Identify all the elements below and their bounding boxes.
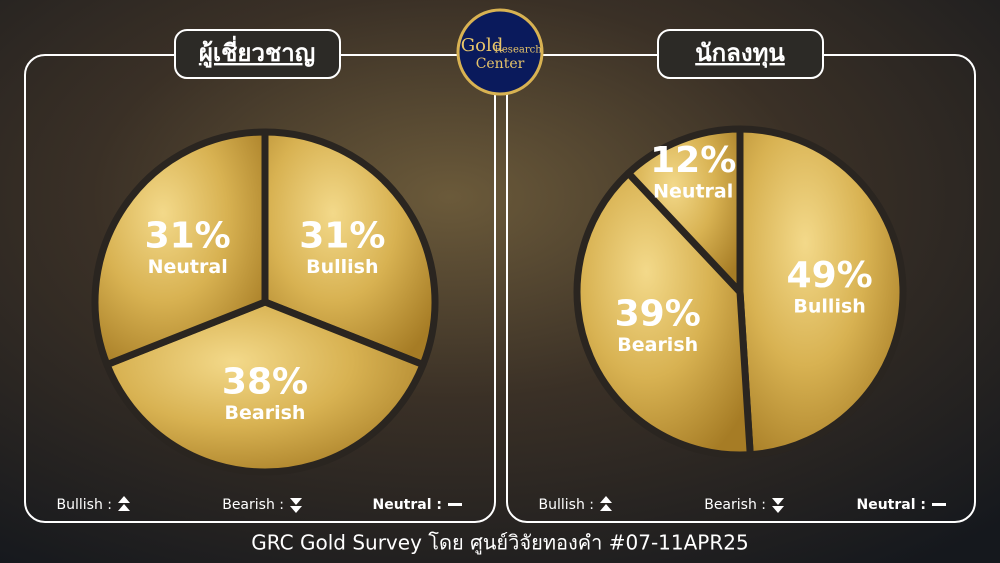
pie-slice (624, 125, 744, 296)
slice-label: Bullish (793, 296, 865, 318)
pie-slice (261, 128, 439, 369)
data-label: 12% (650, 140, 736, 181)
legend-icon (290, 498, 302, 513)
legend-icon (448, 503, 462, 506)
footer: GRC Gold Survey โดย ศูนย์วิจัยทองคำ #07-… (251, 531, 748, 556)
pie-slice (736, 125, 907, 459)
pie-slice (103, 298, 427, 476)
data-label: 38% (222, 362, 308, 403)
slice-label: Neutral (653, 180, 733, 202)
title-tab (174, 29, 341, 79)
logo: Gold Research Center (456, 8, 544, 96)
logo-circle (456, 8, 544, 96)
legend-icon (772, 498, 784, 513)
legend-label: Neutral : (857, 497, 927, 513)
logo-text: Research (494, 45, 542, 56)
pie-slice (91, 128, 269, 369)
data-label: 31% (145, 215, 231, 256)
data-label: 31% (299, 215, 385, 256)
title-tab (657, 29, 824, 79)
logo-text: Center (476, 56, 525, 72)
slice-label: Bearish (225, 402, 306, 424)
legend-icon (118, 496, 130, 511)
legend-icon (600, 496, 612, 511)
slice-label: Bearish (617, 334, 698, 356)
data-label: 39% (615, 294, 701, 335)
legend-label: Bearish : (222, 497, 284, 513)
legend-label: Bullish : (539, 497, 594, 513)
legend-label: Bearish : (704, 497, 766, 513)
data-label: 49% (787, 255, 873, 296)
legend-icon (932, 503, 946, 506)
legend: Bullish : Bearish : Neutral : Bullish : … (57, 496, 946, 513)
slice-label: Neutral (148, 256, 228, 278)
chart-title: นักลงทุน (695, 39, 785, 69)
legend-label: Neutral : (373, 497, 443, 513)
legend-label: Bullish : (57, 497, 112, 513)
logo-text: Gold (461, 35, 504, 56)
slice-label: Bullish (306, 256, 378, 278)
pie-slice (573, 169, 754, 459)
chart-title: ผู้เชี่ยวชาญ (199, 35, 315, 68)
